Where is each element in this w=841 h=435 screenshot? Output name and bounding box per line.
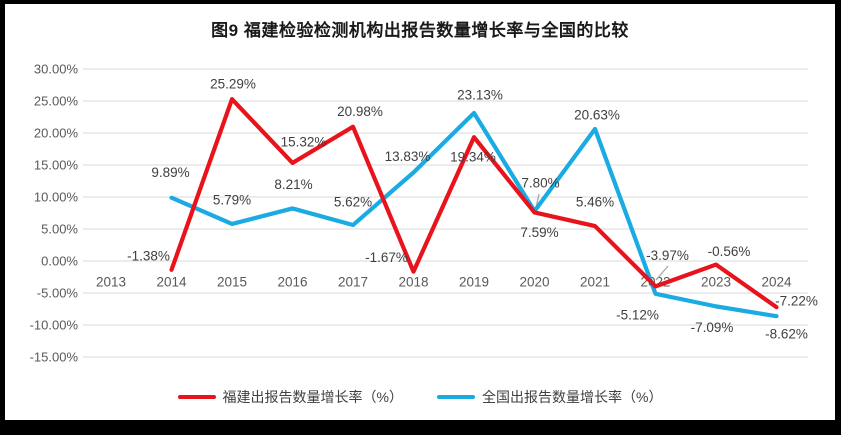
label-leader-line [655, 265, 669, 281]
chart-svg: 30.00% 25.00% 20.00% 15.00% 10.00% 5.00% 0.00%… [30, 62, 818, 365]
data-label: -7.09% [691, 320, 734, 335]
legend-item-fujian: 福建出报告数量增长率（%） [177, 387, 403, 407]
x-axis-tick-label: 2013 [96, 275, 126, 290]
x-axis-tick-label: 2019 [459, 275, 489, 290]
legend-label-national: 全国出报告数量增长率（%） [482, 389, 663, 405]
y-axis-tick-label: 5.00% [41, 222, 78, 237]
data-label: 25.29% [210, 77, 256, 92]
chart-title: 图9 福建检验检测机构出报告数量增长率与全国的比较 [211, 21, 629, 40]
data-label: 9.89% [151, 165, 189, 180]
chart-legend: 福建出报告数量增长率（%） 全国出报告数量增长率（%） [5, 387, 835, 407]
data-label: 15.32% [281, 134, 327, 149]
data-label: -5.12% [616, 307, 659, 322]
legend-swatch-fujian-icon [177, 395, 216, 399]
y-axis-tick-label: 25.00% [34, 94, 79, 109]
data-label: -1.38% [127, 248, 170, 263]
x-axis-tick-label: 2015 [217, 275, 247, 290]
x-axis-tick-label: 2014 [156, 275, 187, 290]
legend-swatch-national-icon [437, 395, 475, 399]
data-label: -0.56% [708, 244, 751, 259]
legend-item-national: 全国出报告数量增长率（%） [437, 387, 662, 407]
y-axis-tick-label: -15.00% [30, 350, 79, 365]
y-axis-tick-label: 10.00% [34, 190, 79, 205]
data-label: 20.63% [574, 107, 620, 122]
y-axis-tick-label: 30.00% [34, 62, 79, 77]
data-label: 5.62% [334, 195, 372, 210]
data-label: -7.22% [775, 294, 818, 309]
data-label: 7.59% [520, 225, 558, 240]
data-label: 23.13% [457, 87, 503, 102]
chart-surface: 图9 福建检验检测机构出报告数量增长率与全国的比较 30.00% 25.00% 20… [5, 4, 835, 420]
data-label: 5.46% [576, 195, 614, 210]
x-axis-tick-label: 2017 [338, 275, 368, 290]
y-axis-tick-label: 20.00% [34, 126, 79, 141]
x-axis-tick-label: 2018 [398, 275, 428, 290]
data-label: -1.67% [365, 250, 408, 265]
data-label: 5.79% [213, 192, 251, 207]
y-axis-tick-label: 15.00% [34, 158, 79, 173]
y-axis-tick-label: -5.00% [37, 286, 79, 301]
data-label: 7.80% [521, 176, 559, 191]
data-label: 19.34% [450, 150, 496, 165]
national-series-line [169, 110, 779, 319]
legend-label-fujian: 福建出报告数量增长率（%） [222, 389, 403, 405]
data-label: 8.21% [274, 177, 312, 192]
x-axis-tick-label: 2024 [761, 275, 792, 290]
data-label: -3.97% [646, 248, 689, 263]
x-axis-tick-label: 2023 [701, 275, 731, 290]
x-axis-tick-label: 2021 [580, 275, 610, 290]
x-axis-tick-label: 2020 [519, 275, 549, 290]
y-axis-tick-label: 0.00% [41, 254, 78, 269]
x-axis-tick-label: 2016 [277, 275, 307, 290]
data-label: -8.62% [765, 327, 808, 342]
data-label: 20.98% [337, 104, 383, 119]
y-axis-tick-label: -10.00% [30, 318, 79, 333]
fujian-series-line [169, 97, 779, 310]
data-label: 13.83% [385, 149, 431, 164]
